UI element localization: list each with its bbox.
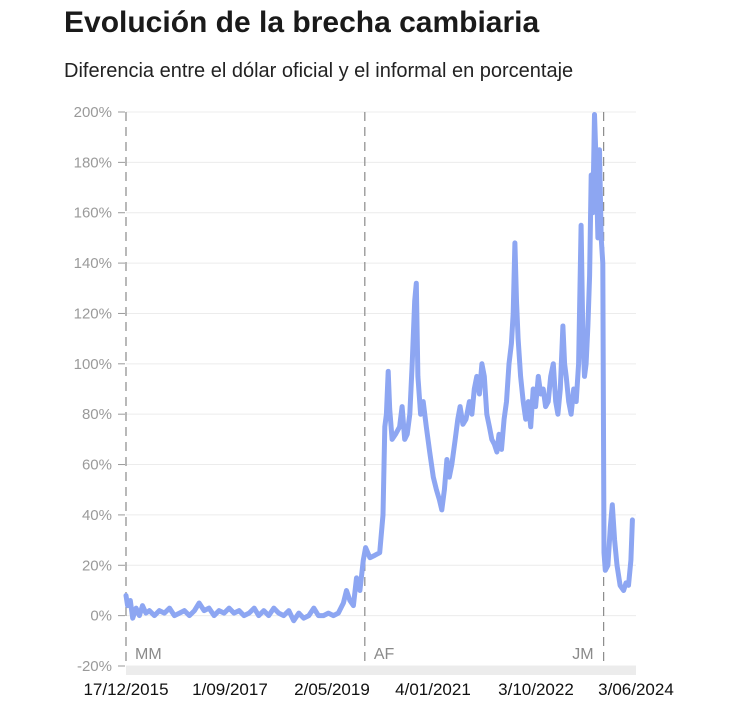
grid-lines (126, 111, 636, 675)
era-label-af: AF (374, 646, 395, 663)
government-markers: MM AF JM (125, 112, 605, 666)
gap-series (123, 112, 635, 624)
y-tick-label: 100% (74, 356, 112, 373)
x-tick-label: 2/05/2019 (294, 680, 370, 699)
chart-title: Evolución de la brecha cambiaria (64, 6, 540, 39)
gap-line-series-0 (123, 112, 635, 624)
y-tick-label: 120% (74, 305, 112, 322)
x-tick-label: 4/01/2021 (395, 680, 471, 699)
x-axis-band (126, 666, 636, 675)
era-label-jm: JM (572, 646, 593, 663)
era-label-mm: MM (135, 646, 162, 663)
chart-subtitle: Diferencia entre el dólar oficial y el i… (64, 60, 574, 82)
x-axis: 17/12/2015 1/09/2017 2/05/2019 4/01/2021 3/1… (83, 680, 673, 699)
y-tick-label: 160% (74, 205, 112, 222)
x-tick-label: 1/09/2017 (192, 680, 268, 699)
y-tick-label: 200% (74, 104, 112, 121)
x-tick-label: 17/12/2015 (83, 680, 168, 699)
y-tick-label: 60% (82, 457, 112, 474)
y-tick-label: 0% (90, 608, 112, 625)
y-tick-label: 140% (74, 255, 112, 272)
y-axis: -20% 0% 20% 40% 60% 80% 100% 120% 140% 160% 180% 20… (74, 104, 125, 675)
x-tick-label: 3/06/2024 (598, 680, 674, 699)
y-tick-label: 80% (82, 406, 112, 423)
y-tick-label: -20% (77, 658, 112, 675)
x-tick-label: 3/10/2022 (498, 680, 574, 699)
y-tick-label: 40% (82, 507, 112, 524)
y-tick-label: 180% (74, 154, 112, 171)
y-tick-label: 20% (82, 557, 112, 574)
